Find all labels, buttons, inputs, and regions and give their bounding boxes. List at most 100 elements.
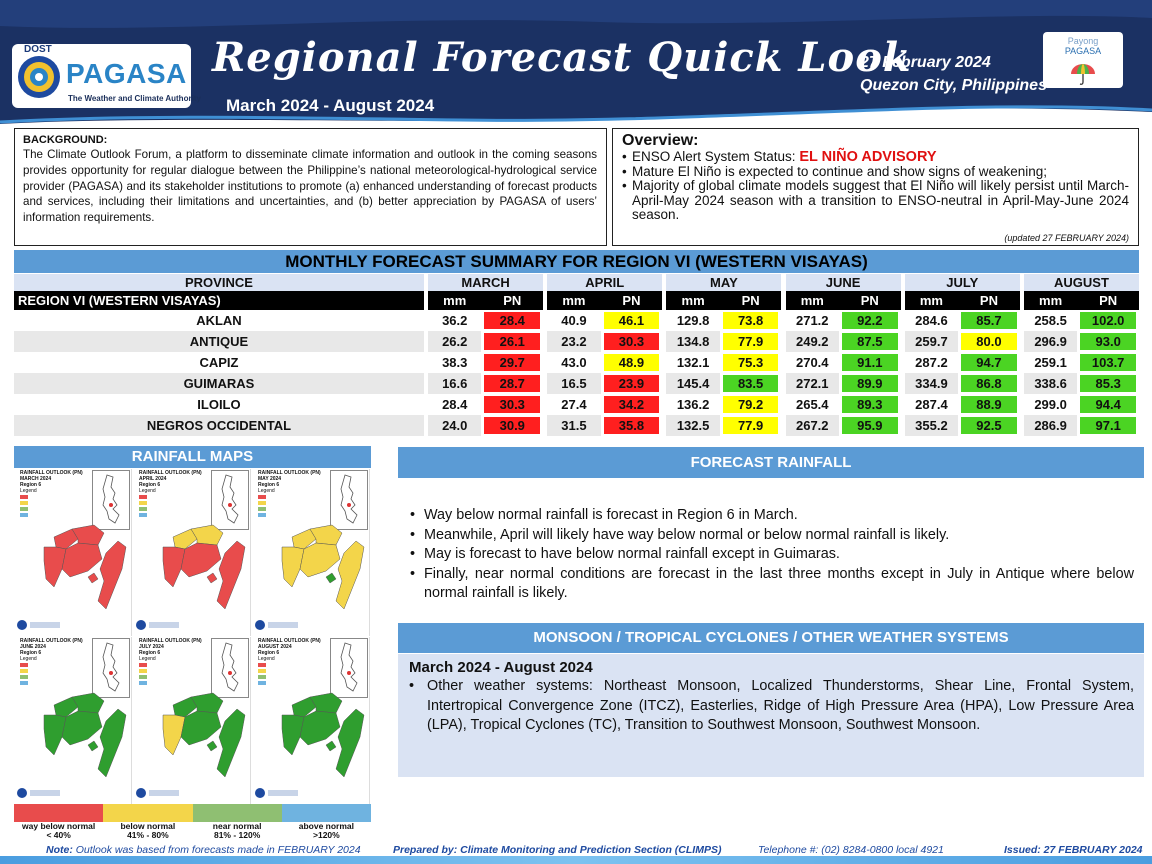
map-legend-swatches	[258, 495, 266, 519]
map-title: RAINFALL OUTLOOK (PN) MAY 2024 Region 6	[258, 470, 321, 488]
map-month: MAY 2024	[258, 476, 282, 482]
column-gap	[423, 291, 429, 310]
column-gap	[662, 373, 667, 394]
map-month: JULY 2024	[139, 644, 164, 650]
month-header: APRIL	[547, 274, 663, 291]
province-shape	[206, 572, 218, 584]
philippines-inset-map	[92, 638, 130, 698]
overview-heading: Overview:	[622, 132, 699, 149]
column-gap	[781, 291, 786, 310]
column-gap	[781, 373, 786, 394]
rainfall-mm-cell: 338.6	[1023, 373, 1078, 394]
rainfall-mm-cell: 267.2	[785, 415, 839, 436]
province-shape	[172, 696, 198, 718]
column-gap	[1019, 352, 1024, 373]
province-shape	[43, 714, 67, 756]
rainfall-mm-cell: 38.3	[442, 355, 468, 370]
rainfall-mm-cell: 43.0	[561, 355, 587, 370]
philippines-inset-map	[211, 638, 249, 698]
legend-range: 41% - 80%	[127, 830, 169, 840]
page-title: Regional Forecast Quick Look	[212, 34, 912, 81]
province-shape	[61, 542, 103, 578]
percent-normal-cell: 86.8	[958, 373, 1020, 394]
province-shape	[291, 696, 317, 718]
percent-normal-value: 83.5	[722, 375, 779, 392]
province-shape	[61, 710, 103, 746]
footer-telephone: Telephone #: (02) 8284-0800 local 4921	[758, 844, 944, 856]
percent-normal-value: 26.1	[484, 333, 541, 350]
province-shape	[281, 546, 305, 588]
rainfall-mm-cell: 134.8	[666, 331, 720, 352]
percent-normal-cell: 85.7	[958, 310, 1020, 331]
rainfall-mm-cell: 129.8	[676, 313, 710, 328]
legend-swatch	[258, 669, 266, 673]
table-row: GUIMARAS 16.6 28.7 16.5 23.9 145.4 83.5 272.1 89…	[14, 373, 1139, 394]
percent-normal-cell: 73.8	[720, 310, 782, 331]
legend-swatch	[20, 513, 28, 517]
pn-header: PN	[600, 291, 663, 310]
philippines-outline-icon	[102, 642, 120, 692]
map-title-text: RAINFALL OUTLOOK (PN)	[139, 638, 202, 644]
rainfall-mm-cell: 145.4	[666, 373, 720, 394]
column-gap	[423, 310, 429, 331]
province-shape	[325, 572, 337, 584]
legend-swatch	[258, 495, 266, 499]
column-gap	[543, 310, 548, 331]
issue-place: Quezon City, Philippines	[860, 77, 1047, 94]
map-legend-title: Legend	[139, 656, 156, 662]
column-gap	[662, 331, 667, 352]
percent-normal-value: 94.7	[961, 354, 1017, 371]
rainfall-mm-cell: 287.4	[915, 397, 948, 412]
column-gap	[423, 331, 429, 352]
month-header: MARCH	[428, 274, 544, 291]
rainfall-mm-cell: 40.9	[561, 313, 587, 328]
legend-swatch	[258, 501, 266, 505]
overview-panel: Overview: ENSO Alert System Status: EL N…	[612, 128, 1139, 246]
rainfall-mm-cell: 16.5	[547, 373, 601, 394]
pn-header: PN	[1077, 291, 1139, 310]
rainfall-mm-cell: 284.6	[915, 313, 948, 328]
philippines-inset-map	[330, 470, 368, 530]
background-text: The Climate Outlook Forum, a platform to…	[23, 148, 597, 225]
percent-normal-value: 30.9	[484, 417, 541, 434]
rainfall-mm-cell: 270.4	[795, 355, 829, 370]
map-title: RAINFALL OUTLOOK (PN) JUNE 2024 Region 6	[20, 638, 83, 656]
map-month: JUNE 2024	[20, 644, 46, 650]
percent-normal-cell: 89.3	[839, 394, 901, 415]
percent-normal-value: 28.4	[484, 312, 541, 329]
percent-normal-value: 88.9	[961, 396, 1017, 413]
legend-swatch	[139, 507, 147, 511]
table-row: ANTIQUE 26.2 26.1 23.2 30.3 134.8 77.9 249.2 87.…	[14, 331, 1139, 352]
column-gap	[543, 331, 548, 352]
column-gap	[900, 415, 905, 436]
map-month: AUGUST 2024	[258, 644, 292, 650]
mm-header: mm	[1023, 291, 1078, 310]
map-legend-swatches	[20, 495, 28, 519]
legend-range: < 40%	[46, 830, 71, 840]
header-banner: DOST PAGASA The Weather and Climate Auth…	[0, 0, 1152, 124]
rainfall-mm-cell: 265.4	[795, 397, 829, 412]
legend-swatch	[258, 675, 266, 679]
enso-status-badge: EL NIÑO ADVISORY	[799, 149, 937, 165]
rainfall-mm-cell: 36.2	[442, 313, 468, 328]
legend-swatch	[139, 501, 147, 505]
legend-swatch	[20, 663, 28, 667]
percent-normal-cell: 91.1	[839, 352, 901, 373]
map-title: RAINFALL OUTLOOK (PN) MARCH 2024 Region 6	[20, 470, 83, 488]
rainfall-mm-cell: 355.2	[904, 415, 959, 436]
percent-normal-cell: 77.9	[720, 415, 782, 436]
legend-swatch	[139, 495, 147, 499]
percent-normal-value: 91.1	[841, 354, 898, 371]
province-shape	[53, 696, 79, 718]
column-gap	[1019, 373, 1024, 394]
forecast-rainfall-item: May is forecast to have below normal rai…	[410, 545, 1134, 565]
footer-note: Note: Outlook was based from forecasts m…	[46, 844, 361, 856]
legend-class: near normal	[212, 821, 262, 831]
column-gap	[1019, 394, 1024, 415]
province-shape	[71, 524, 105, 546]
payong-label: Payong	[1067, 36, 1099, 46]
percent-normal-cell: 35.8	[601, 415, 663, 436]
map-region: Region 6	[139, 482, 161, 488]
rainfall-map-5: RAINFALL OUTLOOK (PN) JULY 2024 Region 6 Le…	[133, 637, 251, 804]
column-gap	[781, 394, 786, 415]
